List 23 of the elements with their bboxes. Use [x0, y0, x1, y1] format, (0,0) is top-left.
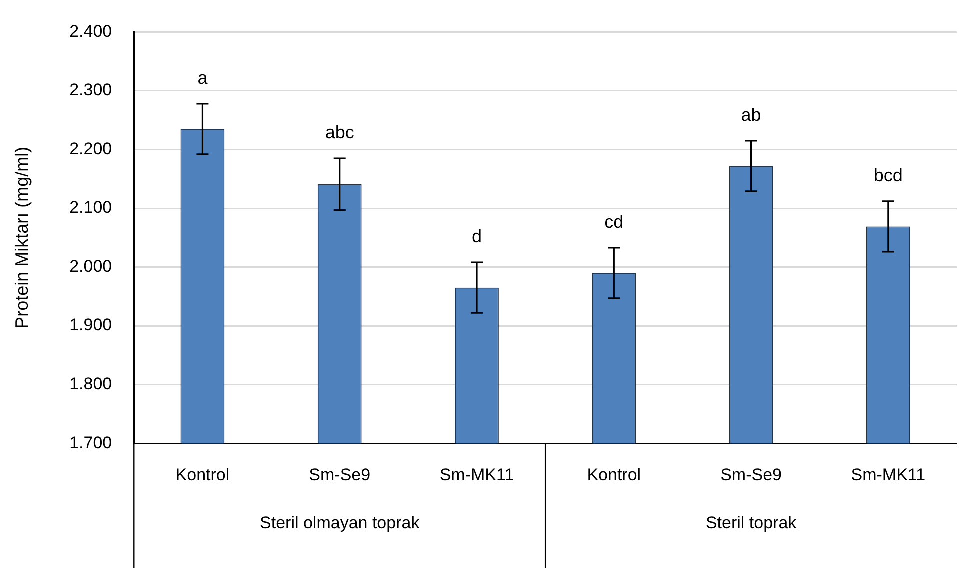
y-tick-label: 2.200 — [70, 139, 112, 158]
y-tick-label: 1.900 — [70, 316, 112, 335]
x-tick-label: Kontrol — [176, 465, 230, 484]
x-tick-label: Kontrol — [587, 465, 642, 484]
y-tick-label: 2.100 — [70, 198, 112, 218]
data-label: abc — [325, 122, 354, 143]
data-label: d — [472, 226, 482, 247]
y-axis-title: Protein Miktarı (mg/ml) — [12, 146, 32, 329]
x-tick-label: Sm-MK11 — [440, 465, 514, 484]
y-tick-label: 2.000 — [70, 256, 112, 276]
text: Steril toprak — [706, 513, 798, 532]
data-label: a — [198, 68, 209, 88]
data-label: cd — [604, 212, 624, 232]
y-tick-label: 2.300 — [70, 80, 112, 100]
data-label: ab — [741, 104, 762, 125]
x-tick-label: Sm-MK11 — [851, 465, 926, 484]
y-tick-label: 2.400 — [70, 22, 112, 41]
y-tick-label: 1.700 — [70, 433, 112, 452]
y-tick-label: 1.800 — [70, 374, 112, 394]
x-tick-label: Sm-Se9 — [309, 465, 371, 484]
x-tick-label: Sm-Se9 — [720, 465, 782, 484]
data-label: bcd — [874, 165, 903, 186]
text: Steril olmayan toprak — [260, 513, 420, 532]
